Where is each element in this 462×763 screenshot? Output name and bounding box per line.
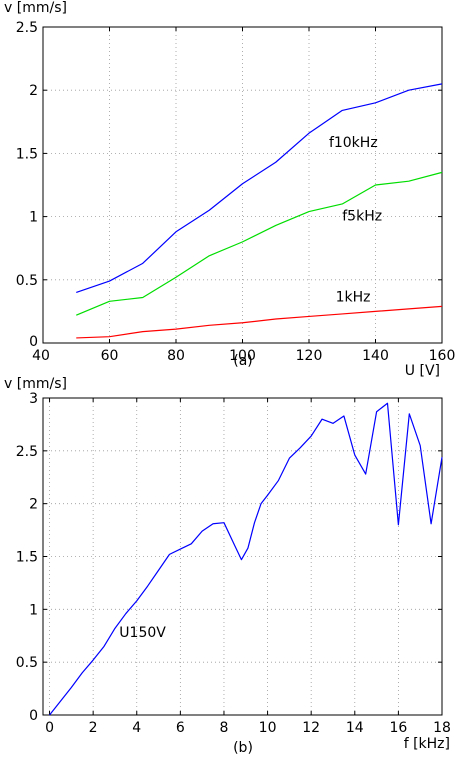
x-tick-label: 120: [296, 348, 323, 364]
series-line-f5kHz: [76, 171, 443, 316]
series-label: 1kHz: [336, 289, 371, 305]
panel-label: (b): [233, 740, 253, 756]
panel-label: (a): [233, 353, 253, 369]
series-label: U150V: [119, 625, 166, 641]
x-tick-label: 4: [132, 720, 141, 736]
y-tick-label: 1.5: [16, 146, 38, 162]
x-tick-label: 0: [45, 720, 54, 736]
y-tick-label: 1.5: [16, 550, 38, 566]
series-line-f10kHz: [76, 83, 443, 294]
y-tick-label: 2.5: [16, 20, 38, 36]
x-tick-label: 40: [32, 348, 50, 364]
x-tick-label: 12: [302, 720, 320, 736]
x-tick-label: 16: [389, 720, 407, 736]
x-tick-label: 140: [362, 348, 389, 364]
y-tick-label: 0: [29, 334, 38, 350]
series-line-1kHz: [76, 305, 443, 339]
y-tick-label: 1: [29, 210, 38, 226]
x-tick-label: 2: [89, 720, 98, 736]
x-tick-label: 10: [259, 720, 277, 736]
x-tick-label: 160: [429, 348, 456, 364]
y-tick-label: 3: [29, 391, 38, 407]
x-tick-label: 80: [167, 348, 185, 364]
x-axis-label: f [kHz]: [404, 736, 450, 752]
y-tick-label: 2.5: [16, 444, 38, 460]
y-tick-label: 1: [29, 602, 38, 618]
y-axis-label: v [mm/s]: [4, 376, 67, 392]
series-label: f5kHz: [342, 208, 382, 224]
x-tick-label: 60: [101, 348, 119, 364]
y-tick-label: 0.5: [16, 655, 38, 671]
chart-panel-a: 40 60 80 100 120 140 160 0 0.5 1 1.5 2 2.5 v [mm/s] U …: [4, 0, 455, 379]
x-axis-label: U [V]: [405, 363, 440, 379]
series-label: f10kHz: [329, 135, 378, 151]
y-tick-label: 2: [29, 83, 38, 99]
series-line-U150V: [49, 402, 443, 716]
plot-frame: [42, 397, 443, 716]
x-tick-label: 18: [433, 720, 451, 736]
y-axis-label: v [mm/s]: [4, 0, 67, 16]
x-tick-label: 14: [346, 720, 364, 736]
chart-panel-b: 0 2 4 6 8 10 12 14 16 18 0 0.5 1 1.5 2 2.5 3v [mm/s] f [k…: [4, 376, 451, 756]
y-tick-label: 2: [29, 497, 38, 513]
x-tick-label: 6: [176, 720, 185, 736]
x-tick-label: 100: [229, 348, 256, 364]
x-tick-label: 8: [220, 720, 229, 736]
y-tick-label: 0: [29, 708, 38, 724]
y-tick-label: 0.5: [16, 273, 38, 289]
